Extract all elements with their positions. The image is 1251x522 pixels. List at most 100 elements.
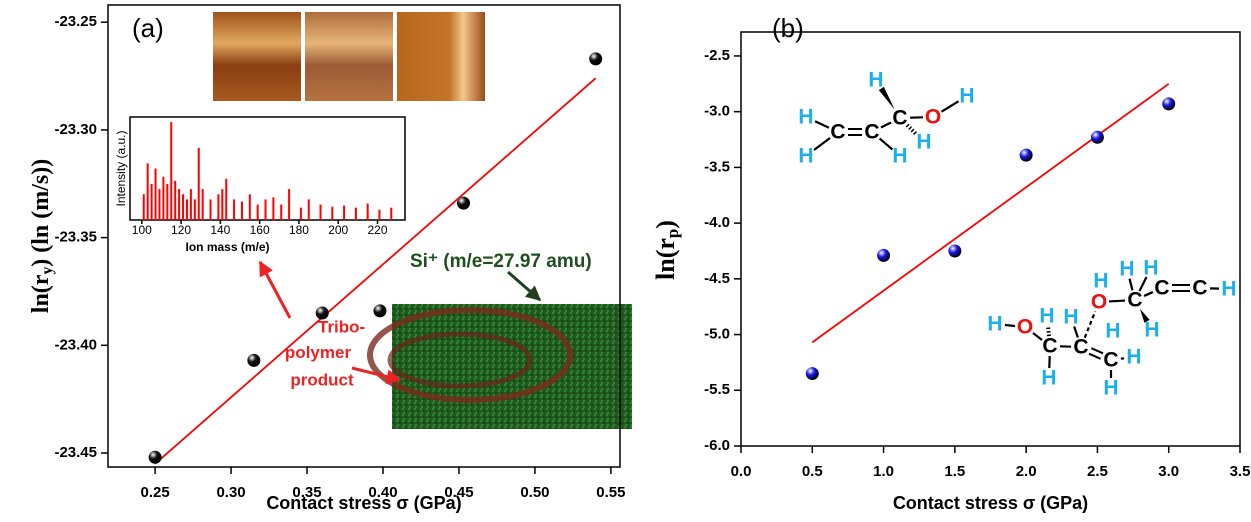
y-tick-label: -23.25 <box>54 13 97 30</box>
y-axis-title-part: ) <box>651 220 680 229</box>
x-tick-label: 100 <box>132 223 152 237</box>
bar <box>170 122 172 220</box>
atom-label: H <box>1221 278 1236 301</box>
bar <box>166 184 168 220</box>
y-axis-title-sub: y <box>39 267 56 275</box>
atom-label: C <box>1103 349 1118 372</box>
y-tick-label: -23.45 <box>54 444 97 461</box>
x-tick-label: 160 <box>250 223 270 237</box>
data-point <box>1020 149 1033 162</box>
atom-label: C <box>1154 277 1169 300</box>
x-tick-label: 2.0 <box>1016 463 1037 480</box>
atom-label: O <box>925 106 941 129</box>
bond <box>1109 301 1125 302</box>
bar <box>288 189 290 220</box>
bond <box>880 139 893 150</box>
y-axis-title: ln(ry) (ln (m/s)) <box>28 159 56 313</box>
annotation-text: Si⁺ (m/e=27.97 amu) <box>410 251 592 272</box>
x-axis-title: Ion mass (m/e) <box>185 240 269 254</box>
y-axis-title-part: ) (ln (m/s)) <box>28 159 54 267</box>
atom-label: O <box>1091 291 1107 314</box>
bar <box>190 189 192 220</box>
bond <box>1033 333 1042 340</box>
data-point <box>373 304 386 317</box>
bar <box>390 208 392 220</box>
bond <box>942 101 959 111</box>
bar <box>202 189 204 220</box>
y-tick-label: -4.5 <box>704 270 730 287</box>
x-tick-label: 0.5 <box>802 463 823 480</box>
bar <box>320 205 322 220</box>
data-point <box>149 451 162 464</box>
atom-label: H <box>916 131 931 154</box>
atom-label: C <box>1073 336 1088 359</box>
atom-label: H <box>1144 319 1159 342</box>
sims-map <box>370 304 632 429</box>
atom-label: H <box>1093 270 1108 293</box>
atom-label: H <box>987 313 1002 336</box>
annotation-text: polymer <box>285 343 352 362</box>
bond <box>1005 325 1015 326</box>
x-axis-title: Contact stress σ (GPa) <box>266 493 461 513</box>
bar <box>147 163 149 220</box>
annotation-text: Tribo- <box>318 317 365 336</box>
atom-label: C <box>864 121 879 144</box>
annotation-text: product <box>290 370 354 389</box>
bar <box>280 205 282 220</box>
x-axis-title: Contact stress σ (GPa) <box>893 493 1088 513</box>
bond <box>1089 354 1101 359</box>
y-axis-title-sub: p <box>663 229 682 238</box>
bar <box>225 179 227 220</box>
atom-label: H <box>798 145 813 168</box>
y-tick-label: -2.5 <box>704 47 730 64</box>
atom-label: H <box>1039 305 1054 328</box>
y-axis-title: Intensity (a.u.) <box>114 130 128 206</box>
bond <box>814 138 830 150</box>
bar <box>308 199 310 220</box>
x-tick-label: 0.55 <box>596 484 625 501</box>
atom-label: C <box>1192 277 1207 300</box>
atom-label: H <box>892 145 907 168</box>
bar <box>241 201 243 220</box>
bar <box>272 197 274 220</box>
bar <box>178 189 180 220</box>
bar <box>182 194 184 220</box>
bond <box>1091 348 1103 353</box>
bar <box>221 189 223 220</box>
data-point <box>948 244 961 257</box>
y-tick-label: -6.0 <box>704 437 730 454</box>
bar <box>265 199 267 220</box>
bar <box>355 208 357 220</box>
atom-label: H <box>798 106 813 129</box>
bar <box>174 181 176 220</box>
bar <box>158 189 160 220</box>
data-point <box>806 367 819 380</box>
x-tick-label: 0.50 <box>520 484 549 501</box>
atom-label: O <box>1017 316 1033 339</box>
bond <box>1085 311 1096 337</box>
x-tick-label: 3.5 <box>1230 463 1251 480</box>
bond <box>1144 292 1153 296</box>
x-tick-label: 1.0 <box>873 463 894 480</box>
x-tick-label: 2.5 <box>1087 463 1108 480</box>
bar <box>249 194 251 220</box>
atom-label: C <box>830 121 845 144</box>
y-tick-label: -4.0 <box>704 214 730 231</box>
bar <box>162 177 164 220</box>
atom-label: C <box>1042 335 1057 358</box>
atom-label: H <box>959 85 974 108</box>
bar <box>210 199 212 220</box>
bar <box>155 169 157 221</box>
y-tick-label: -3.0 <box>704 103 730 120</box>
panel-label: (b) <box>772 13 804 43</box>
data-point <box>1162 97 1175 110</box>
bar <box>300 208 302 220</box>
atom-label: C <box>1127 289 1142 312</box>
data-point <box>589 52 602 65</box>
bar <box>233 199 235 220</box>
data-point <box>316 307 329 320</box>
y-tick-label: -3.5 <box>704 158 730 175</box>
y-tick-label: -23.30 <box>54 121 97 138</box>
bond <box>815 121 829 128</box>
